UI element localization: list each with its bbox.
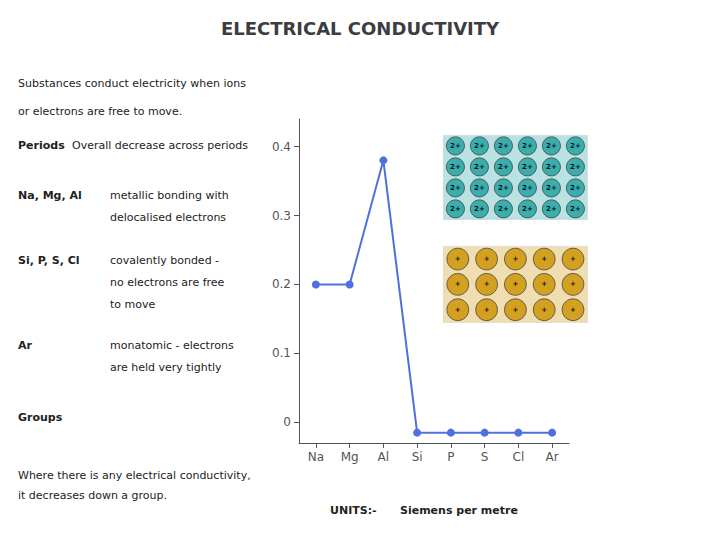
svg-text:+: + bbox=[484, 306, 490, 314]
svg-text:2+: 2+ bbox=[450, 184, 461, 192]
svg-text:Substances conduct electricity: Substances conduct electricity when ions bbox=[18, 77, 246, 90]
svg-text:Overall decrease across period: Overall decrease across periods bbox=[72, 139, 248, 152]
svg-text:Cl: Cl bbox=[513, 450, 525, 464]
svg-text:UNITS:-: UNITS:- bbox=[330, 504, 377, 517]
svg-text:Na, Mg, Al: Na, Mg, Al bbox=[18, 189, 82, 202]
svg-text:Ar: Ar bbox=[18, 339, 33, 352]
svg-text:+: + bbox=[570, 255, 576, 263]
svg-text:Groups: Groups bbox=[18, 411, 63, 424]
svg-text:Al: Al bbox=[378, 450, 390, 464]
svg-text:S: S bbox=[481, 450, 489, 464]
svg-text:Si: Si bbox=[412, 450, 423, 464]
svg-text:Si, P, S, Cl: Si, P, S, Cl bbox=[18, 254, 80, 267]
svg-text:Ar: Ar bbox=[546, 450, 559, 464]
svg-text:2+: 2+ bbox=[450, 163, 461, 171]
svg-text:2+: 2+ bbox=[498, 184, 509, 192]
svg-text:+: + bbox=[484, 255, 490, 263]
svg-text:2+: 2+ bbox=[474, 205, 485, 213]
svg-text:2+: 2+ bbox=[546, 184, 557, 192]
svg-text:0.4: 0.4 bbox=[272, 140, 291, 154]
svg-text:2+: 2+ bbox=[570, 163, 581, 171]
svg-text:+: + bbox=[570, 306, 576, 314]
svg-text:2+: 2+ bbox=[522, 184, 533, 192]
svg-text:+: + bbox=[541, 280, 547, 288]
svg-text:delocalised electrons: delocalised electrons bbox=[110, 211, 226, 224]
svg-text:no electrons are free: no electrons are free bbox=[110, 276, 225, 289]
svg-text:+: + bbox=[484, 280, 490, 288]
svg-text:+: + bbox=[541, 306, 547, 314]
svg-text:0.1: 0.1 bbox=[272, 346, 291, 360]
svg-text:2+: 2+ bbox=[474, 163, 485, 171]
svg-text:2+: 2+ bbox=[450, 205, 461, 213]
svg-text:+: + bbox=[455, 280, 461, 288]
svg-text:2+: 2+ bbox=[546, 205, 557, 213]
svg-text:2+: 2+ bbox=[522, 205, 533, 213]
svg-text:or electrons are free to move.: or electrons are free to move. bbox=[18, 105, 182, 118]
svg-text:2+: 2+ bbox=[546, 142, 557, 150]
svg-text:2+: 2+ bbox=[498, 142, 509, 150]
svg-text:+: + bbox=[541, 255, 547, 263]
svg-text:+: + bbox=[512, 255, 518, 263]
svg-text:2+: 2+ bbox=[570, 142, 581, 150]
svg-text:metallic bonding with: metallic bonding with bbox=[110, 189, 229, 202]
svg-text:0.3: 0.3 bbox=[272, 209, 291, 223]
svg-text:2+: 2+ bbox=[522, 163, 533, 171]
svg-text:are held very tightly: are held very tightly bbox=[110, 361, 222, 374]
svg-text:it decreases down a group.: it decreases down a group. bbox=[18, 489, 167, 502]
svg-text:covalently bonded -: covalently bonded - bbox=[110, 254, 219, 267]
svg-text:to move: to move bbox=[110, 298, 155, 311]
svg-text:2+: 2+ bbox=[522, 142, 533, 150]
svg-text:P: P bbox=[447, 450, 454, 464]
svg-text:+: + bbox=[512, 306, 518, 314]
svg-text:2+: 2+ bbox=[546, 163, 557, 171]
svg-text:2+: 2+ bbox=[570, 184, 581, 192]
svg-text:Siemens per metre: Siemens per metre bbox=[400, 504, 518, 517]
svg-text:2+: 2+ bbox=[450, 142, 461, 150]
svg-text:ELECTRICAL CONDUCTIVITY: ELECTRICAL CONDUCTIVITY bbox=[221, 18, 500, 39]
svg-text:+: + bbox=[512, 280, 518, 288]
svg-text:+: + bbox=[570, 280, 576, 288]
svg-text:Periods: Periods bbox=[18, 139, 65, 152]
svg-text:2+: 2+ bbox=[474, 184, 485, 192]
svg-text:Mg: Mg bbox=[341, 450, 359, 464]
svg-text:2+: 2+ bbox=[498, 205, 509, 213]
svg-text:monatomic - electrons: monatomic - electrons bbox=[110, 339, 234, 352]
svg-text:2+: 2+ bbox=[498, 163, 509, 171]
svg-text:0.2: 0.2 bbox=[272, 277, 291, 291]
svg-text:Na: Na bbox=[308, 450, 324, 464]
svg-text:+: + bbox=[455, 255, 461, 263]
svg-text:0: 0 bbox=[283, 415, 291, 429]
svg-text:2+: 2+ bbox=[474, 142, 485, 150]
svg-text:2+: 2+ bbox=[570, 205, 581, 213]
svg-text:+: + bbox=[455, 306, 461, 314]
svg-text:Where there is any electrical: Where there is any electrical conductivi… bbox=[18, 469, 251, 482]
